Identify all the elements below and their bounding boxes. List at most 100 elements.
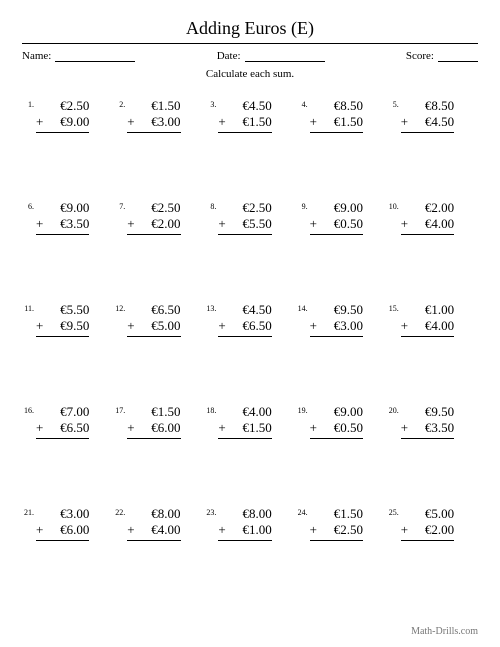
addend-bottom: +€1.00: [218, 522, 271, 540]
footer-text: Math-Drills.com: [411, 626, 478, 637]
problem-number: 12.: [113, 302, 127, 313]
worksheet-page: Adding Euros (E) Name: Date: Score: Calc…: [0, 0, 500, 647]
problem-stack: €1.50+€2.50: [310, 506, 363, 541]
problem-stack: €2.50+€2.00: [127, 200, 180, 235]
problem-stack: €9.00+€0.50: [310, 200, 363, 235]
addend-top: €5.00: [401, 506, 454, 522]
operator: +: [401, 114, 412, 130]
problem-stack: €3.00+€6.00: [36, 506, 89, 541]
problem-number: 9.: [296, 200, 310, 211]
operator: +: [218, 522, 229, 538]
amount-top: €8.00: [230, 506, 272, 522]
addend-top: €9.50: [401, 404, 454, 420]
problem-stack: €5.50+€9.50: [36, 302, 89, 337]
name-field: Name:: [22, 50, 135, 62]
amount-top: €5.00: [412, 506, 454, 522]
addend-top: €8.00: [218, 506, 271, 522]
amount-bottom: €0.50: [321, 216, 363, 232]
amount-bottom: €6.50: [230, 318, 272, 334]
amount-bottom: €6.00: [139, 420, 181, 436]
amount-top: €2.00: [412, 200, 454, 216]
addend-top: €9.50: [310, 302, 363, 318]
amount-bottom: €1.00: [230, 522, 272, 538]
problem-stack: €9.50+€3.50: [401, 404, 454, 439]
instruction-text: Calculate each sum.: [22, 68, 478, 80]
problem: 7.€2.50+€2.00: [113, 194, 204, 296]
addend-top: €8.50: [310, 98, 363, 114]
operator: +: [401, 420, 412, 436]
addend-bottom: +€0.50: [310, 420, 363, 438]
problem-stack: €4.00+€1.50: [218, 404, 271, 439]
problem: 21.€3.00+€6.00: [22, 500, 113, 602]
problem: 12.€6.50+€5.00: [113, 296, 204, 398]
amount-top: €4.00: [230, 404, 272, 420]
page-title: Adding Euros (E): [22, 18, 478, 39]
problem-number: 21.: [22, 506, 36, 517]
problem: 17.€1.50+€6.00: [113, 398, 204, 500]
problem: 18.€4.00+€1.50: [204, 398, 295, 500]
addend-top: €4.00: [218, 404, 271, 420]
addend-top: €8.50: [401, 98, 454, 114]
problem: 11.€5.50+€9.50: [22, 296, 113, 398]
problem-stack: €8.00+€1.00: [218, 506, 271, 541]
amount-bottom: €3.00: [139, 114, 181, 130]
operator: +: [127, 420, 138, 436]
operator: +: [218, 216, 229, 232]
addend-bottom: +€2.00: [127, 216, 180, 234]
problem-number: 11.: [22, 302, 36, 313]
addend-bottom: +€6.00: [36, 522, 89, 540]
amount-top: €1.50: [321, 506, 363, 522]
problem-number: 20.: [387, 404, 401, 415]
addend-bottom: +€9.50: [36, 318, 89, 336]
amount-top: €9.00: [47, 200, 89, 216]
date-field: Date:: [217, 50, 325, 62]
addend-bottom: +€4.00: [401, 216, 454, 234]
amount-bottom: €5.50: [230, 216, 272, 232]
addend-top: €9.00: [310, 404, 363, 420]
amount-top: €8.50: [321, 98, 363, 114]
title-rule: [22, 43, 478, 44]
problem-stack: €2.00+€4.00: [401, 200, 454, 235]
addend-top: €1.50: [127, 404, 180, 420]
amount-bottom: €4.00: [412, 216, 454, 232]
addend-top: €9.00: [36, 200, 89, 216]
problem-number: 24.: [296, 506, 310, 517]
amount-bottom: €1.50: [230, 420, 272, 436]
problem-stack: €8.50+€1.50: [310, 98, 363, 133]
problem-stack: €2.50+€9.00: [36, 98, 89, 133]
operator: +: [218, 420, 229, 436]
name-blank[interactable]: [55, 50, 135, 62]
amount-top: €9.00: [321, 200, 363, 216]
operator: +: [36, 420, 47, 436]
addend-top: €2.50: [36, 98, 89, 114]
addend-bottom: +€9.00: [36, 114, 89, 132]
amount-top: €1.50: [139, 404, 181, 420]
problem: 23.€8.00+€1.00: [204, 500, 295, 602]
addend-top: €9.00: [310, 200, 363, 216]
amount-bottom: €6.50: [47, 420, 89, 436]
problem: 24.€1.50+€2.50: [296, 500, 387, 602]
problem: 3.€4.50+€1.50: [204, 92, 295, 194]
date-blank[interactable]: [245, 50, 325, 62]
addend-top: €2.50: [127, 200, 180, 216]
operator: +: [310, 216, 321, 232]
operator: +: [310, 318, 321, 334]
problem-number: 15.: [387, 302, 401, 313]
problem-stack: €1.00+€4.00: [401, 302, 454, 337]
problem-number: 8.: [204, 200, 218, 211]
amount-top: €4.50: [230, 302, 272, 318]
problem-number: 5.: [387, 98, 401, 109]
addend-top: €6.50: [127, 302, 180, 318]
amount-top: €1.50: [139, 98, 181, 114]
addend-top: €1.50: [310, 506, 363, 522]
problem-grid: 1.€2.50+€9.002.€1.50+€3.003.€4.50+€1.504…: [22, 92, 478, 602]
operator: +: [401, 522, 412, 538]
amount-top: €9.50: [321, 302, 363, 318]
problem-stack: €7.00+€6.50: [36, 404, 89, 439]
score-blank[interactable]: [438, 50, 478, 62]
addend-top: €2.50: [218, 200, 271, 216]
problem: 16.€7.00+€6.50: [22, 398, 113, 500]
problem-number: 25.: [387, 506, 401, 517]
problem: 20.€9.50+€3.50: [387, 398, 478, 500]
addend-bottom: +€3.00: [310, 318, 363, 336]
